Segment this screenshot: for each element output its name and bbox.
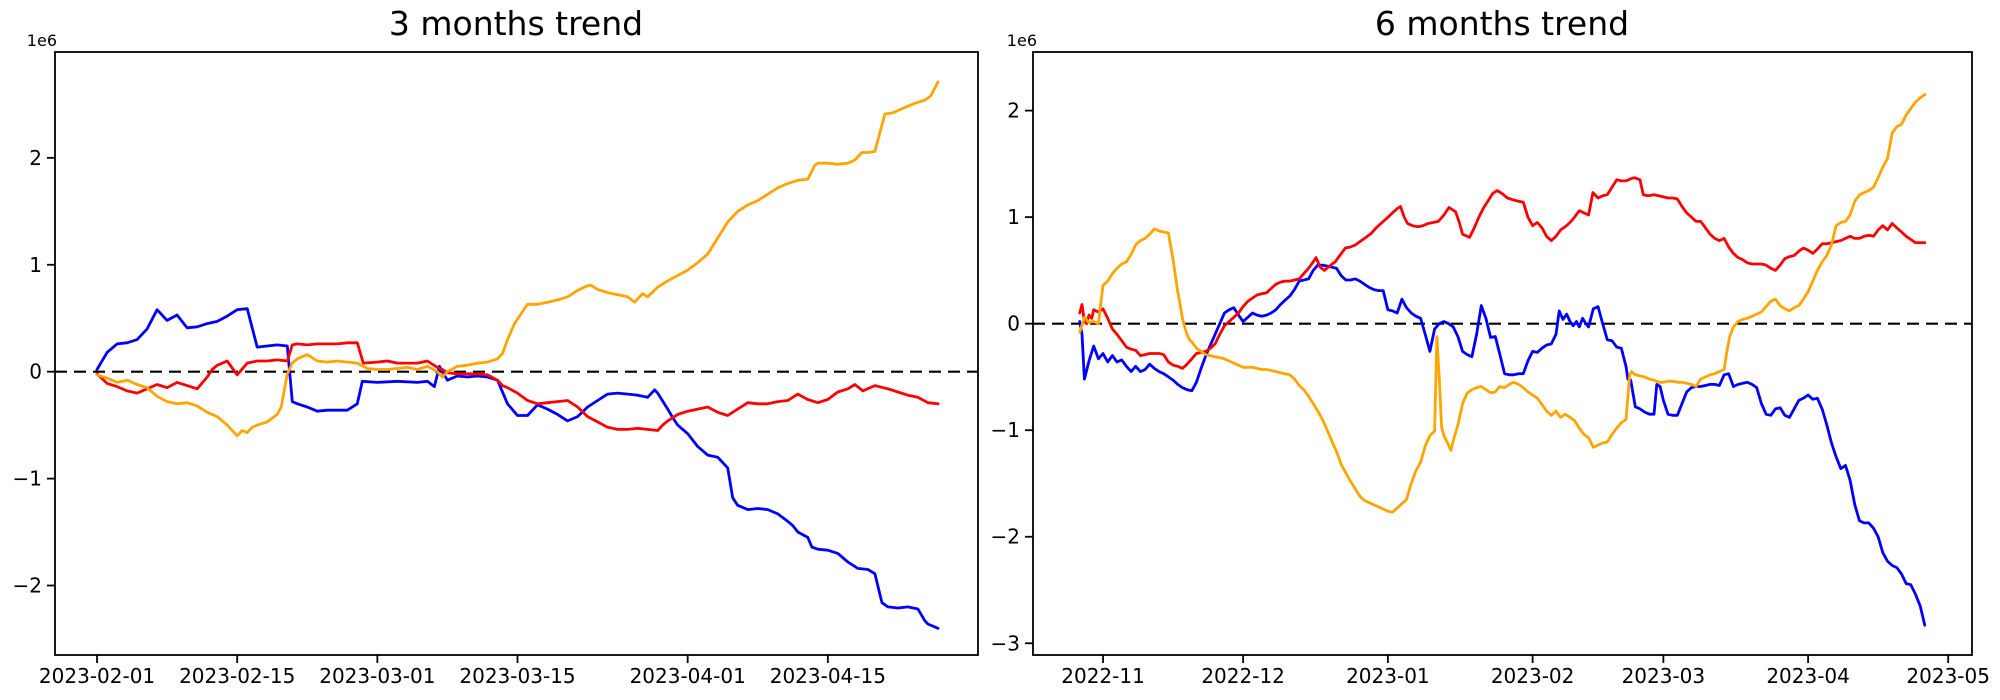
y-tick-label: −2 — [13, 574, 42, 598]
x-tick-label: 2023-02 — [1491, 664, 1575, 688]
x-tick-label: 2023-03-15 — [459, 664, 575, 688]
x-tick-label: 2022-12 — [1201, 664, 1285, 688]
x-tick-label: 2023-04-15 — [770, 664, 886, 688]
y-tick-label: 0 — [29, 360, 42, 384]
x-tick-label: 2023-03 — [1622, 664, 1706, 688]
chart-title-3-months: 3 months trend — [388, 4, 644, 43]
y-tick-label: −2 — [991, 525, 1020, 549]
orange-line — [1078, 93, 1927, 514]
orange-line — [95, 80, 940, 438]
x-tick-label: 2023-05 — [1906, 664, 1990, 688]
y-tick-label: −3 — [991, 631, 1020, 655]
y-tick-label: 2 — [29, 146, 42, 170]
y-tick-label: 1 — [1007, 205, 1020, 229]
y-tick-label: 0 — [1007, 312, 1020, 336]
x-tick-label: 2023-04 — [1766, 664, 1850, 688]
x-tick-label: 2023-04-01 — [630, 664, 746, 688]
red-line — [95, 341, 940, 432]
x-tick-label: 2023-01 — [1346, 664, 1430, 688]
y-axis-offset-label-right: 1e6 — [1006, 31, 1037, 50]
axes-frame — [1032, 51, 1973, 656]
axes-frame — [54, 51, 979, 656]
x-tick-label: 2023-02-15 — [179, 664, 295, 688]
x-tick-label: 2023-02-01 — [39, 664, 155, 688]
blue-line — [1078, 263, 1927, 627]
x-tick-label: 2023-03-01 — [319, 664, 435, 688]
y-tick-label: −1 — [13, 467, 42, 491]
red-line — [1078, 176, 1927, 370]
y-tick-label: −1 — [991, 418, 1020, 442]
y-tick-label: 1 — [29, 253, 42, 277]
chart-title-6-months: 6 months trend — [1374, 4, 1630, 43]
blue-line — [95, 307, 940, 630]
x-tick-label: 2022-11 — [1061, 664, 1145, 688]
y-axis-offset-label-left: 1e6 — [26, 31, 57, 50]
y-tick-label: 2 — [1007, 99, 1020, 123]
